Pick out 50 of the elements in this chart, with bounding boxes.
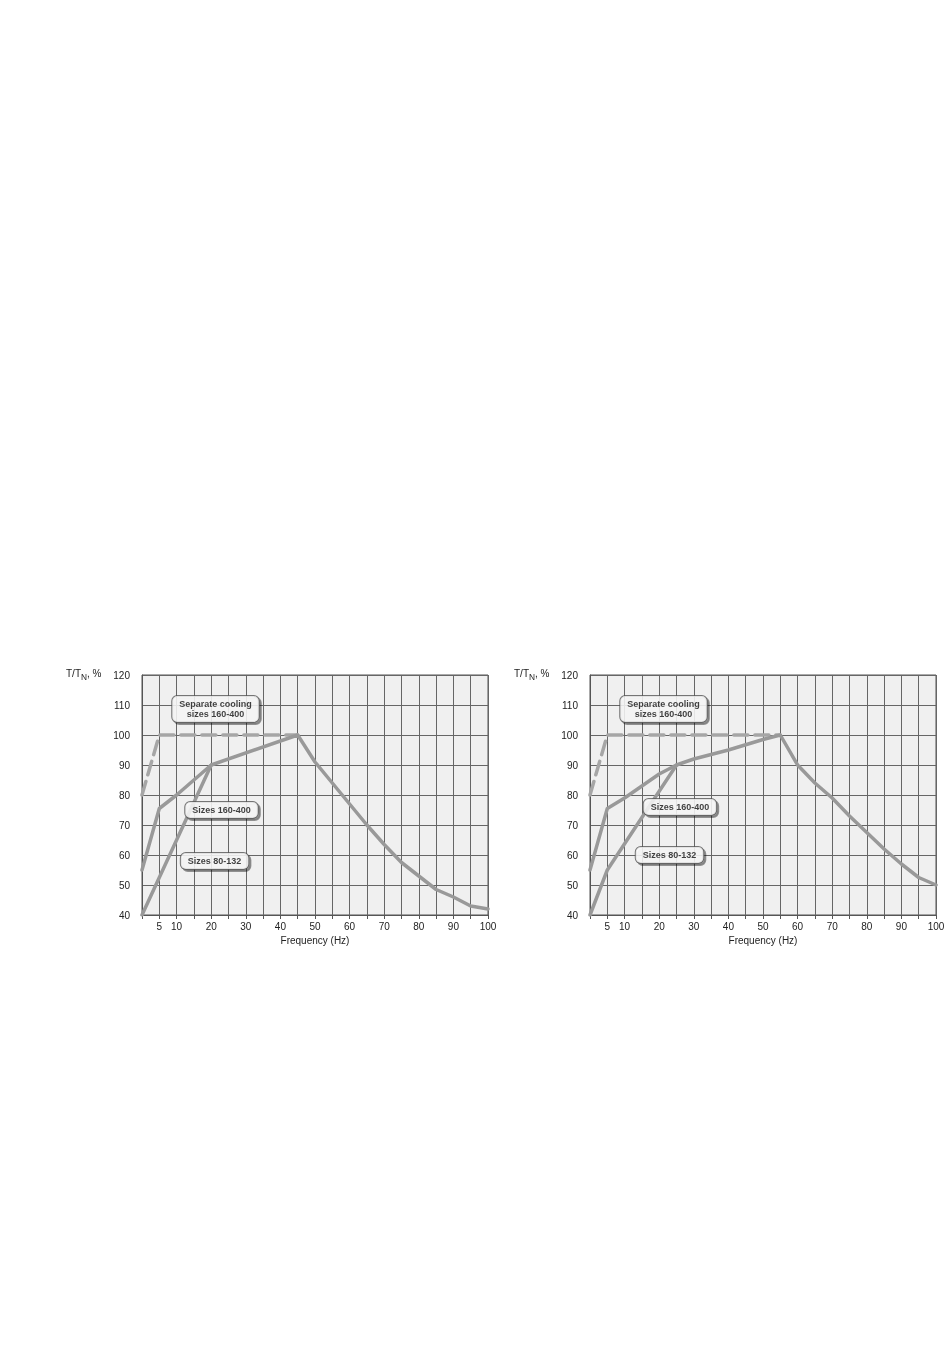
annotation: Separate cooling sizes 160-400 [179,699,252,719]
x-tick-label: 50 [757,920,769,932]
x-tick-label: 40 [274,920,287,932]
x-tick-label: 70 [826,920,839,932]
x-tick-label: 20 [205,920,218,932]
x-tick-label: 40 [722,920,735,932]
x-tick-label: 10 [619,920,631,932]
x-tick-label: 10 [171,920,183,932]
annotation: Sizes 80-132 [187,856,242,866]
y-tick-label: 60 [566,849,579,861]
y-tick-label: 50 [118,879,131,891]
y-tick-label: 90 [566,759,579,771]
y-tick-label: 110 [114,699,131,711]
x-tick-label: 90 [895,920,908,932]
y-tick-label: 50 [566,879,579,891]
y-tick-label: 60 [118,849,131,861]
x-tick-label: 80 [861,920,873,932]
y-tick-label: 70 [566,819,579,831]
y-tick-label: 100 [113,729,131,741]
y-tick-label: 110 [562,699,579,711]
x-tick-label: 90 [447,920,460,932]
y-tick-label: 80 [118,789,131,801]
annotation: Sizes 160-400 [650,802,710,812]
x-tick-label: 100 [927,920,945,932]
annotation: Sizes 80-132 [642,850,697,860]
x-tick-label: 5 [156,920,163,932]
x-tick-label: 60 [792,920,804,932]
y-tick-label: 120 [113,669,131,681]
x-tick-label: 30 [240,920,252,932]
x-tick-label: 30 [688,920,700,932]
x-tick-label: 80 [413,920,425,932]
x-tick-label: 20 [653,920,666,932]
y-axis-title: T/T$_{N}$, % [66,668,102,682]
y-tick-label: 100 [561,729,579,741]
annotation: Sizes 160-400 [192,805,251,815]
x-axis-title: Frequency (Hz) [728,935,798,947]
x-tick-label: 60 [344,920,356,932]
x-axis-title: Frequency (Hz) [280,935,350,947]
y-tick-label: 80 [566,789,579,801]
x-tick-label: 100 [479,920,497,932]
y-axis-title: T/T$_{N}$, % [514,668,550,682]
y-tick-label: 40 [566,909,579,921]
y-tick-label: 70 [118,819,131,831]
y-tick-label: 40 [118,909,131,921]
x-tick-label: 50 [309,920,321,932]
y-tick-label: 90 [118,759,131,771]
y-tick-label: 120 [561,669,579,681]
annotation: Separate cooling sizes 160-400 [627,699,700,719]
x-tick-label: 5 [604,920,611,932]
x-tick-label: 70 [378,920,391,932]
